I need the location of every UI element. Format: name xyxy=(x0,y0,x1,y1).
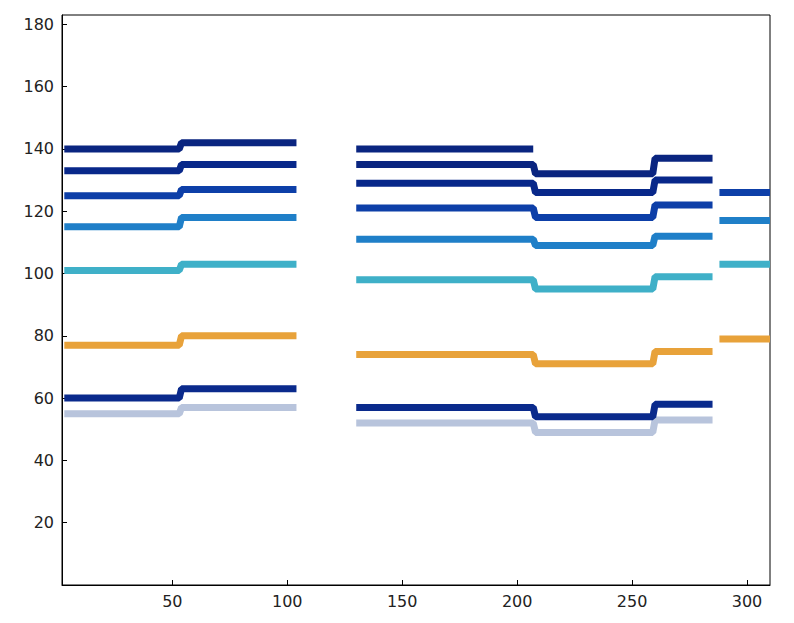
svg-text:100: 100 xyxy=(23,264,54,283)
svg-text:180: 180 xyxy=(23,15,54,34)
svg-text:40: 40 xyxy=(34,451,54,470)
svg-text:100: 100 xyxy=(272,592,303,611)
svg-text:140: 140 xyxy=(23,139,54,158)
svg-text:200: 200 xyxy=(502,592,533,611)
svg-text:120: 120 xyxy=(23,202,54,221)
svg-text:60: 60 xyxy=(34,389,54,408)
svg-text:50: 50 xyxy=(162,592,182,611)
svg-text:250: 250 xyxy=(617,592,648,611)
svg-text:160: 160 xyxy=(23,77,54,96)
svg-text:150: 150 xyxy=(387,592,418,611)
svg-text:20: 20 xyxy=(34,513,54,532)
svg-text:300: 300 xyxy=(732,592,763,611)
svg-text:80: 80 xyxy=(34,326,54,345)
